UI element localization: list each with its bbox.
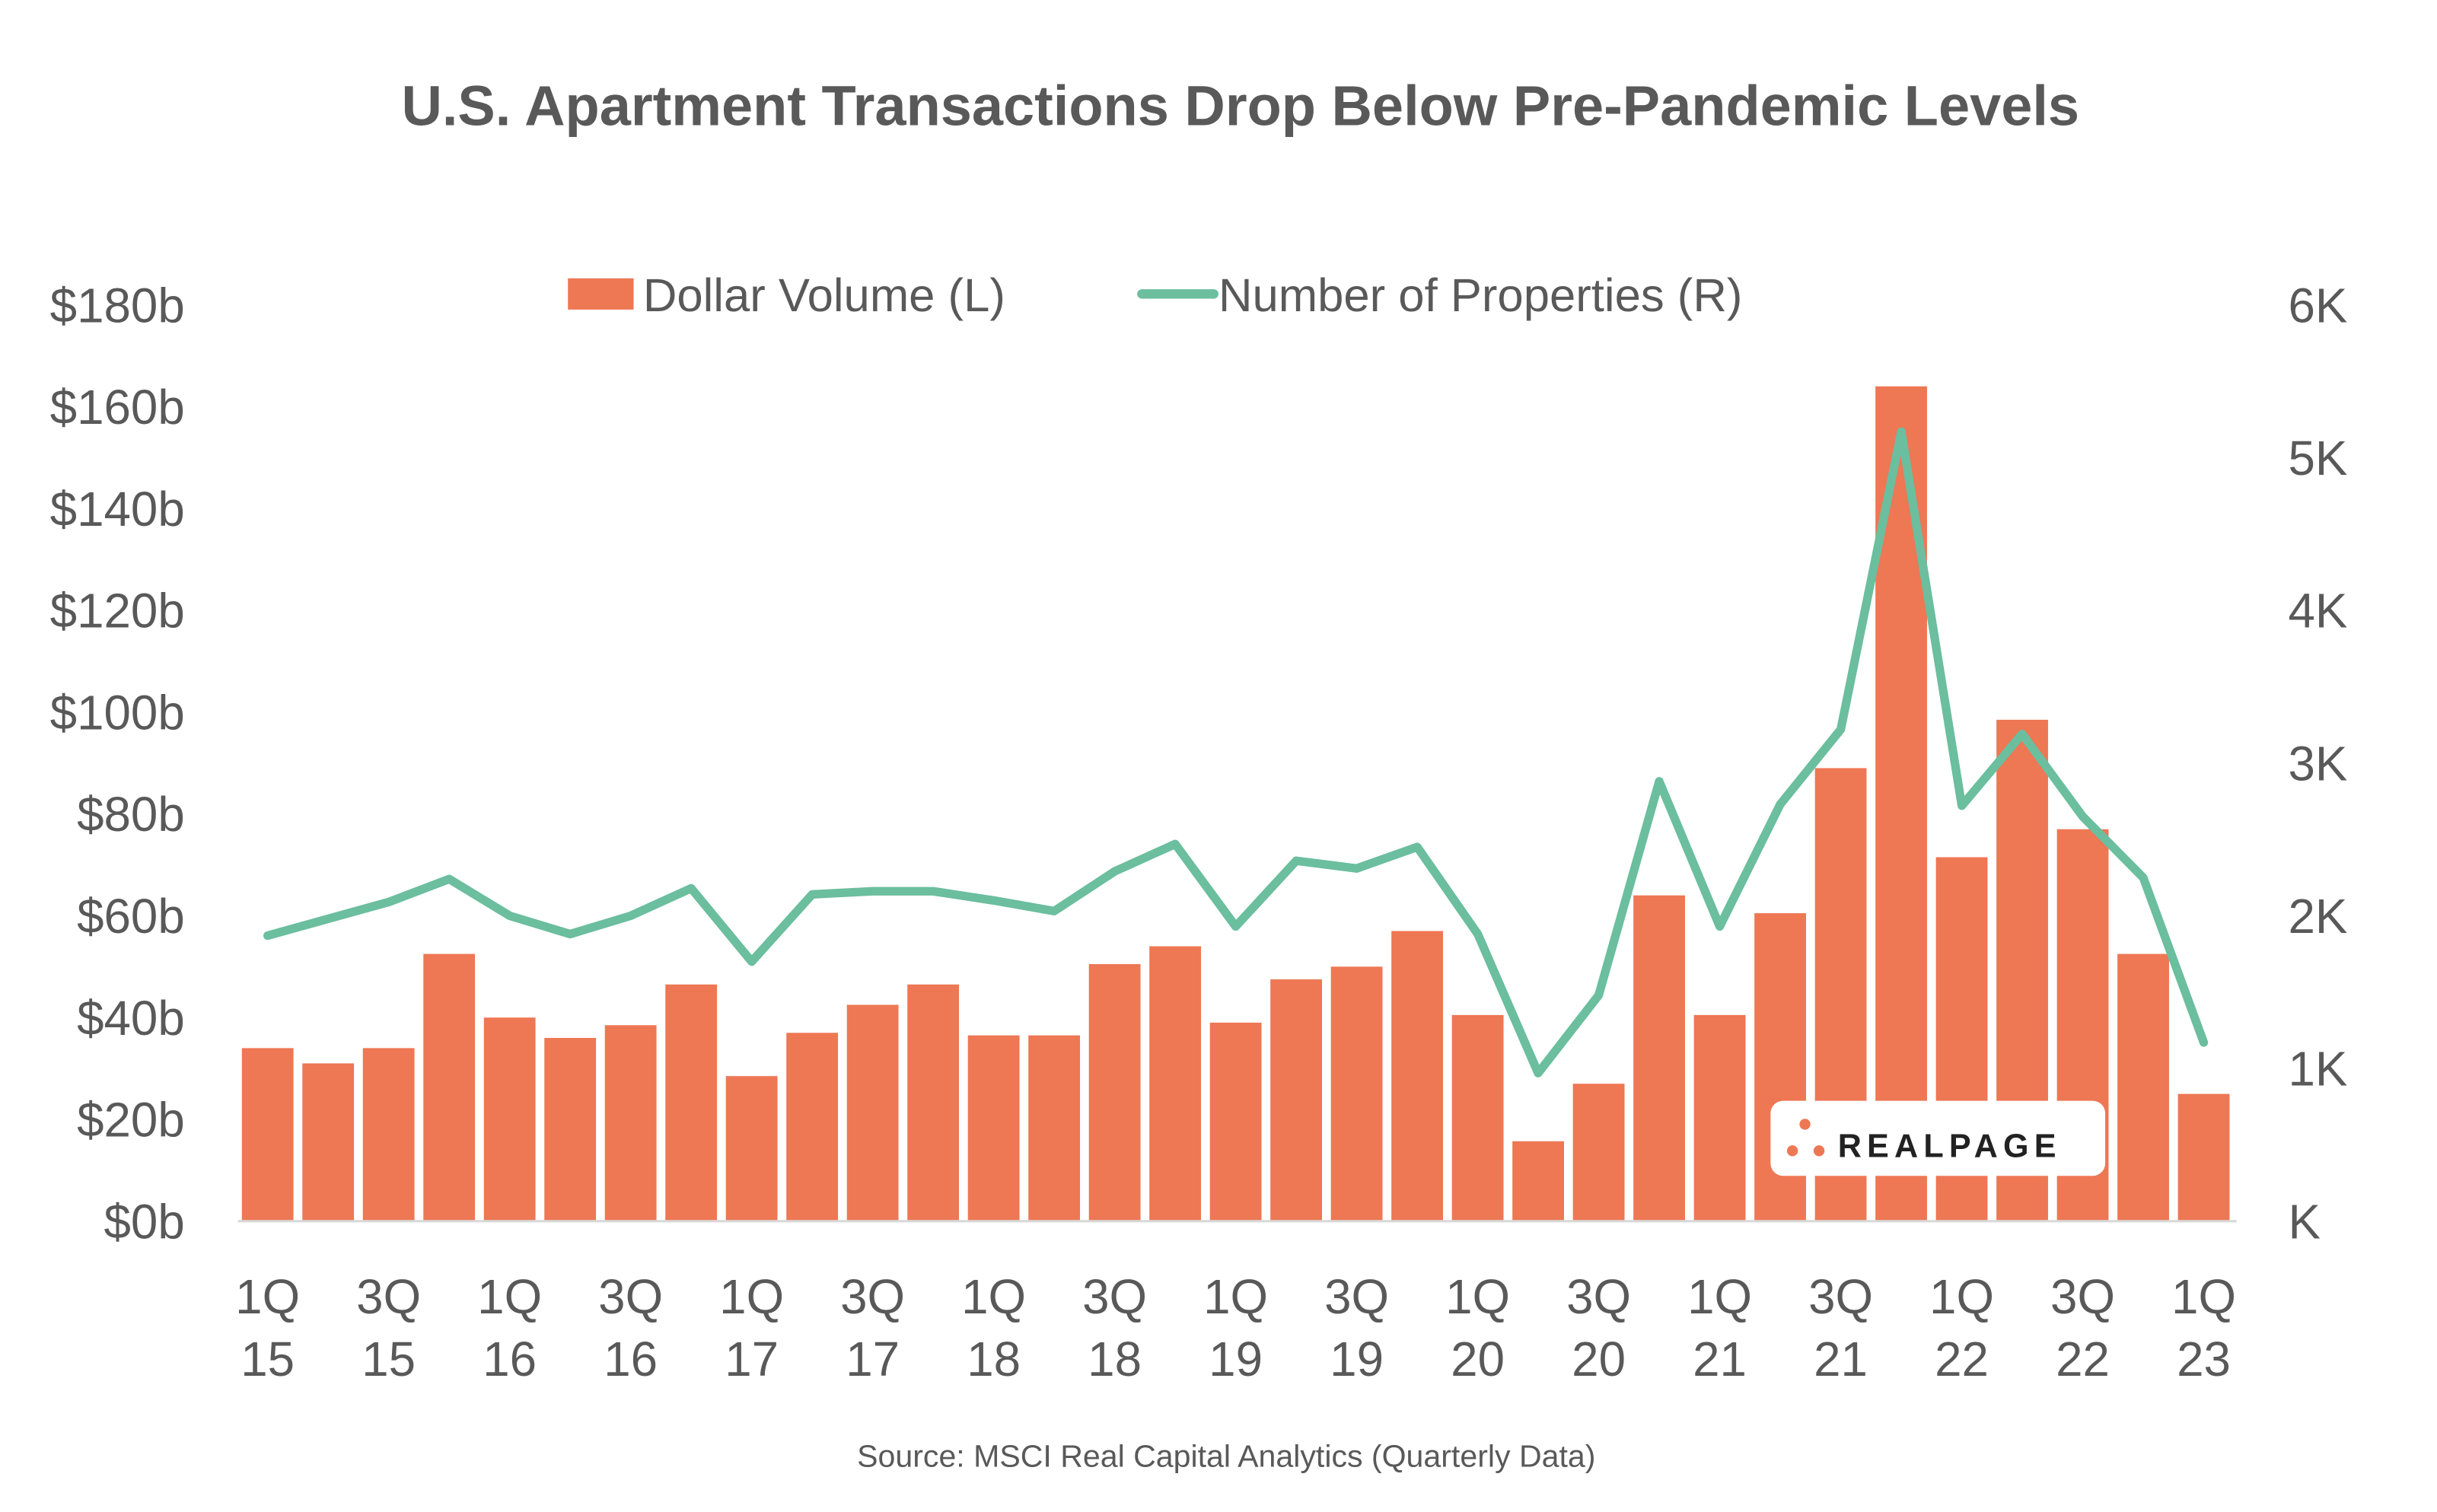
bar-1Q21: [1693, 1014, 1746, 1221]
x-tick-label: 3Q 15: [356, 1270, 421, 1386]
bar-4Q15: [423, 953, 476, 1221]
bar-4Q22: [2117, 953, 2169, 1221]
x-tick-label: 1Q 20: [1445, 1270, 1510, 1386]
bar-1Q18: [967, 1035, 1020, 1221]
bar-4Q20: [1633, 895, 1685, 1221]
bar-3Q15: [362, 1048, 415, 1221]
y-left-tick-label: $160b: [50, 380, 185, 435]
y-right-tick-label: 5K: [2288, 431, 2347, 485]
y-left-tick-label: $140b: [50, 482, 185, 536]
bar-4Q16: [665, 984, 718, 1221]
bar-2Q20: [1512, 1141, 1564, 1221]
bar-3Q20: [1572, 1084, 1625, 1221]
y-left-tick-label: $100b: [50, 686, 185, 740]
y-right-tick-label: K: [2288, 1195, 2320, 1249]
bar-4Q18: [1149, 946, 1202, 1221]
bar-4Q17: [907, 984, 960, 1221]
bar-2Q17: [786, 1033, 839, 1221]
legend-label-number-of-properties: Number of Properties (R): [1218, 269, 1742, 322]
x-tick-label: 3Q 17: [840, 1270, 905, 1386]
x-tick-label: 3Q 16: [598, 1270, 663, 1386]
x-tick-label: 1Q 17: [719, 1270, 784, 1386]
y-left-tick-label: $180b: [50, 279, 185, 333]
y-left-tick-label: $40b: [77, 992, 185, 1046]
bar-3Q17: [846, 1004, 899, 1221]
bar-2Q16: [544, 1037, 597, 1221]
legend: Dollar Volume (L) Number of Properties (…: [568, 269, 1742, 322]
bar-2Q15: [302, 1063, 355, 1221]
x-tick-label: 1Q 21: [1687, 1270, 1752, 1386]
y-right-tick-label: 3K: [2288, 737, 2347, 791]
bar-1Q19: [1209, 1022, 1262, 1221]
bar-3Q19: [1330, 966, 1383, 1221]
bar-1Q20: [1451, 1014, 1504, 1221]
legend-swatch-dollar-volume: [568, 278, 634, 310]
realpage-logo-text: REALPAGE: [1838, 1128, 2062, 1165]
x-tick-label: 1Q 15: [235, 1270, 300, 1386]
y-left-tick-label: $80b: [77, 788, 185, 842]
x-tick-label: 3Q 20: [1566, 1270, 1631, 1386]
y-left-tick-label: $0b: [104, 1195, 185, 1249]
y-right-tick-label: 6K: [2288, 279, 2347, 333]
y-right-tick-label: 4K: [2288, 584, 2347, 638]
x-tick-label: 3Q 21: [1808, 1270, 1873, 1386]
source-note: Source: MSCI Real Capital Analytics (Qua…: [857, 1438, 1595, 1473]
bar-2Q18: [1028, 1035, 1081, 1221]
y-left-tick-label: $120b: [50, 584, 185, 638]
x-tick-label: 1Q 23: [2171, 1270, 2236, 1386]
x-tick-label: 1Q 19: [1203, 1270, 1268, 1386]
y-axis-right: K 1K 2K 3K 4K 5K 6K: [2288, 279, 2347, 1249]
y-left-tick-label: $60b: [77, 890, 185, 944]
x-axis: 1Q 15 3Q 15 1Q 16 3Q 16 1Q 17 3Q 17 1Q 18 3Q 18 1Q 19 3Q 19…: [235, 1270, 2236, 1386]
bar-1Q23: [2177, 1093, 2230, 1221]
x-tick-label: 1Q 16: [477, 1270, 542, 1386]
y-right-tick-label: 2K: [2288, 890, 2347, 944]
bar-2Q19: [1270, 979, 1323, 1221]
y-axis-left: $0b $20b $40b $60b $80b $100b $120b $140b $160b $…: [50, 279, 185, 1249]
x-tick-label: 3Q 22: [2050, 1270, 2115, 1386]
y-right-tick-label: 1K: [2288, 1042, 2347, 1097]
legend-label-dollar-volume: Dollar Volume (L): [643, 269, 1005, 322]
bar-1Q17: [725, 1076, 778, 1221]
bar-1Q16: [483, 1017, 536, 1221]
bar-1Q15: [241, 1048, 294, 1221]
x-tick-label: 1Q 18: [961, 1270, 1026, 1386]
bar-series: [241, 386, 2230, 1221]
chart-title: U.S. Apartment Transactions Drop Below P…: [401, 74, 2079, 137]
bar-3Q18: [1088, 963, 1141, 1221]
x-tick-label: 3Q 18: [1082, 1270, 1147, 1386]
bar-4Q19: [1391, 931, 1443, 1221]
realpage-logo: REALPAGE: [1770, 1100, 2106, 1176]
y-left-tick-label: $20b: [77, 1093, 185, 1148]
x-tick-label: 1Q 22: [1929, 1270, 1994, 1386]
bar-3Q16: [604, 1025, 657, 1221]
x-tick-label: 3Q 19: [1324, 1270, 1389, 1386]
